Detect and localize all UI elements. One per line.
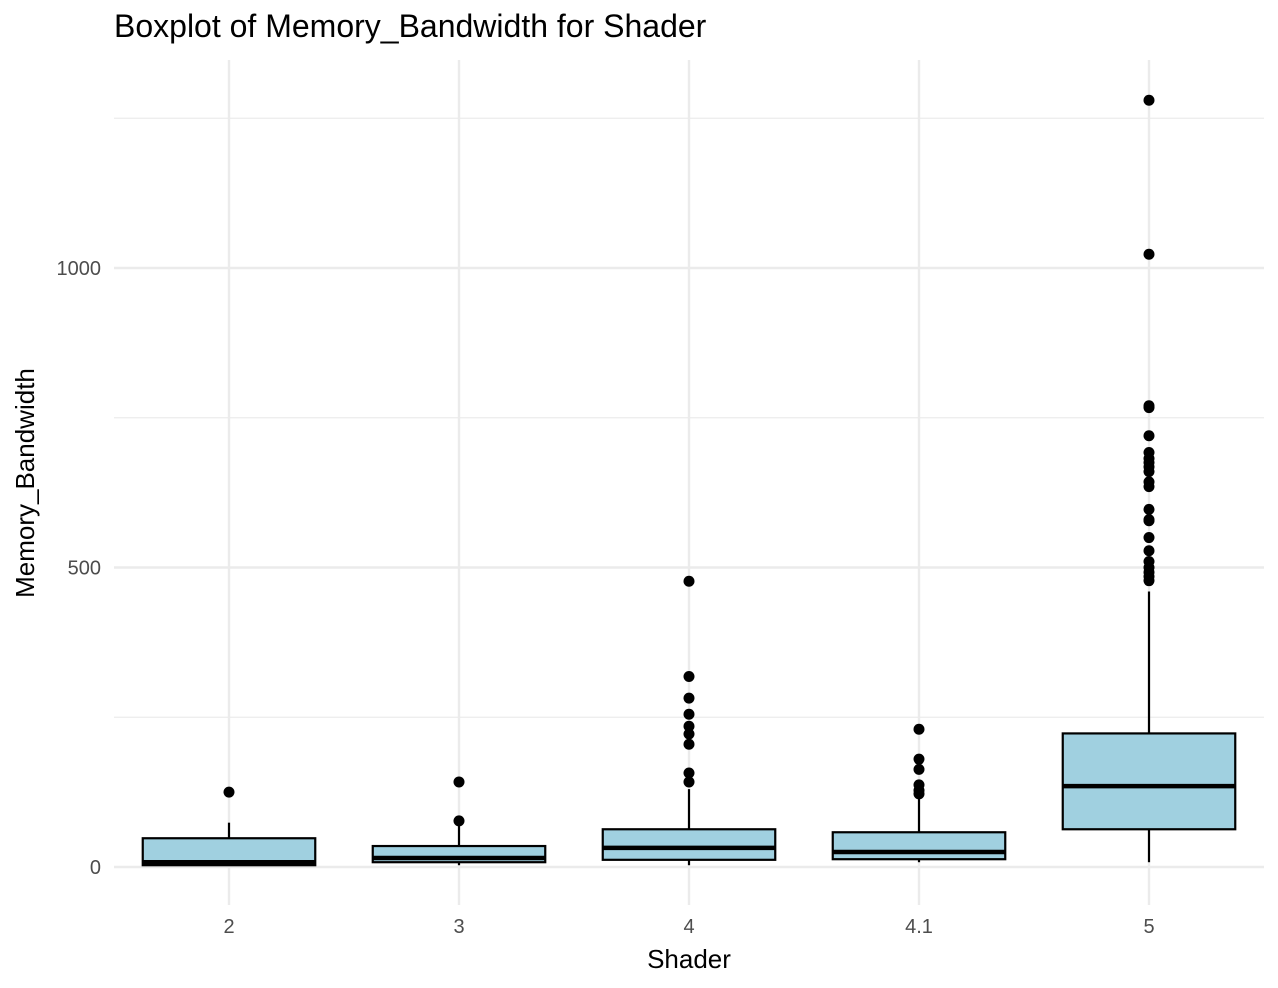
outlier-point xyxy=(683,671,695,683)
y-axis-title: Memory_Bandwidth xyxy=(10,368,40,598)
box-group-4 xyxy=(601,575,777,866)
outlier-point xyxy=(1143,556,1155,568)
outlier-point xyxy=(683,776,695,788)
outlier-point xyxy=(1143,545,1155,557)
outlier-point xyxy=(683,692,695,704)
outlier-point xyxy=(453,815,465,827)
box-group-4-1 xyxy=(831,723,1007,863)
outlier-point xyxy=(683,720,695,732)
boxes-layer xyxy=(141,94,1237,867)
outlier-point xyxy=(683,767,695,779)
box-group-5 xyxy=(1061,94,1237,863)
outlier-point xyxy=(683,738,695,750)
x-tick-label: 4.1 xyxy=(905,916,933,938)
outlier-point xyxy=(683,708,695,720)
y-tick-label: 0 xyxy=(90,857,101,879)
box-iqr xyxy=(601,828,777,861)
x-tick-label: 5 xyxy=(1143,916,1154,938)
outlier-point xyxy=(913,723,925,735)
outlier-point xyxy=(1143,248,1155,260)
outlier-point xyxy=(1143,446,1155,458)
outlier-point xyxy=(1143,532,1155,544)
box-group-2 xyxy=(141,786,317,867)
outlier-point xyxy=(223,786,235,798)
outlier-point xyxy=(1143,400,1155,412)
y-tick-label: 1000 xyxy=(57,258,102,280)
y-tick-label: 500 xyxy=(68,558,101,580)
box-iqr xyxy=(1061,732,1237,831)
x-tick-label: 2 xyxy=(223,916,234,938)
outlier-point xyxy=(1143,476,1155,488)
box-iqr xyxy=(831,831,1007,861)
outlier-point xyxy=(453,776,465,788)
chart-title: Boxplot of Memory_Bandwidth for Shader xyxy=(114,8,707,44)
outlier-point xyxy=(683,575,695,587)
outlier-point xyxy=(913,763,925,775)
outlier-point xyxy=(1143,503,1155,515)
outlier-point xyxy=(1143,514,1155,526)
outlier-point xyxy=(1143,94,1155,106)
y-axis-ticks: 0 500 1000 xyxy=(57,258,102,879)
box-group-3 xyxy=(371,776,547,866)
outlier-point xyxy=(1143,430,1155,442)
x-tick-label: 4 xyxy=(683,916,694,938)
x-axis-title: Shader xyxy=(647,944,731,974)
x-axis-ticks: 2 3 4 4.1 5 xyxy=(223,916,1154,938)
outlier-point xyxy=(913,779,925,791)
outlier-point xyxy=(913,753,925,765)
outlier-point xyxy=(683,728,695,740)
x-tick-label: 3 xyxy=(453,916,464,938)
